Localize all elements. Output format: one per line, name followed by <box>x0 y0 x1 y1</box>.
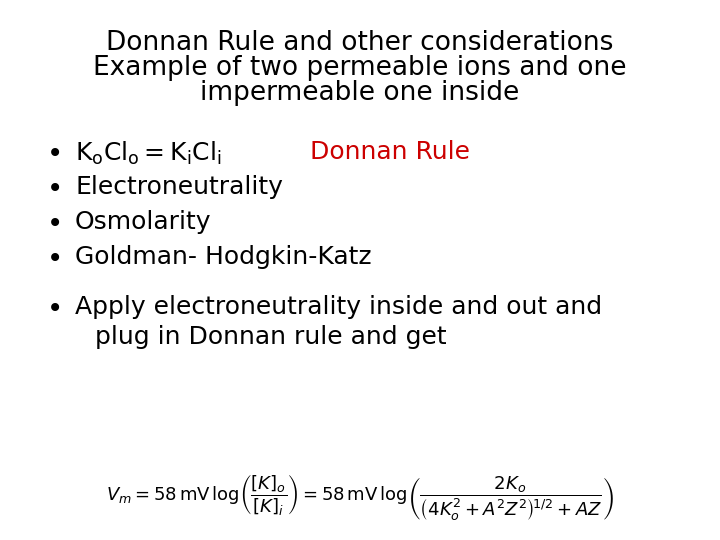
Text: Goldman- Hodgkin-Katz: Goldman- Hodgkin-Katz <box>75 245 372 269</box>
Text: $V_{m} = 58\,\mathrm{mV}\,\log\!\left(\dfrac{[K]_{o}}{[K]_{i}}\right)= 58\,\math: $V_{m} = 58\,\mathrm{mV}\,\log\!\left(\d… <box>106 472 614 522</box>
Text: plug in Donnan rule and get: plug in Donnan rule and get <box>95 325 446 349</box>
Text: •: • <box>47 140 63 168</box>
Text: Donnan Rule: Donnan Rule <box>310 140 470 164</box>
Text: Example of two permeable ions and one: Example of two permeable ions and one <box>94 55 626 81</box>
Text: •: • <box>47 210 63 238</box>
Text: •: • <box>47 295 63 323</box>
Text: •: • <box>47 175 63 203</box>
Text: Apply electroneutrality inside and out and: Apply electroneutrality inside and out a… <box>75 295 602 319</box>
Text: $\mathregular{K_oCl_o = K_iCl_i}$: $\mathregular{K_oCl_o = K_iCl_i}$ <box>75 140 222 167</box>
Text: Electroneutrality: Electroneutrality <box>75 175 283 199</box>
Text: Osmolarity: Osmolarity <box>75 210 212 234</box>
Text: Donnan Rule and other considerations: Donnan Rule and other considerations <box>107 30 613 56</box>
Text: impermeable one inside: impermeable one inside <box>200 80 520 106</box>
Text: •: • <box>47 245 63 273</box>
